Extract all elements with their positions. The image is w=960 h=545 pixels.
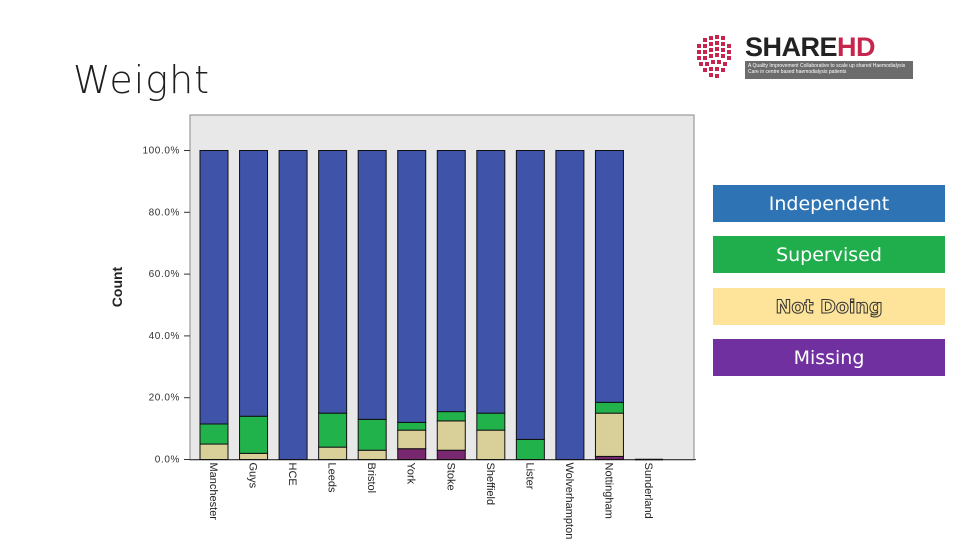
bar-segment (239, 452, 269, 461)
bar-segment (436, 420, 466, 451)
y-tick-label: 20.0% (149, 393, 180, 404)
bar-segment (476, 412, 506, 431)
bar-segment (318, 150, 348, 414)
bar-segment (278, 150, 308, 460)
y-tick-label: 60.0% (149, 269, 180, 280)
x-tick-label: Sunderland (642, 463, 654, 519)
logo-word-share: SHARE (745, 32, 838, 62)
sharehd-logo-mark-icon (697, 35, 731, 78)
x-tick-label: Nottingham (602, 463, 614, 519)
bar-segment (357, 449, 387, 461)
x-tick-label: Lister (523, 463, 535, 490)
chart-svg: 0.0% 20.0% 40.0% 60.0% 80.0% 100.0% Count Manch… (109, 114, 696, 540)
bar-segment (357, 150, 387, 420)
x-tick-label: HCE (286, 463, 298, 486)
bar-segment (199, 443, 229, 460)
x-tick-label: York (405, 463, 417, 485)
bar-segment (239, 415, 269, 454)
bar-segment (515, 438, 545, 461)
bar-segment (594, 150, 624, 403)
y-tick-label: 0.0% (155, 455, 180, 466)
x-tick-label: Manchester (207, 463, 219, 521)
y-tick-label: 80.0% (149, 207, 180, 218)
bar-segment (318, 446, 348, 461)
y-tick-label: 100.0% (142, 146, 180, 157)
legend-missing: Missing (713, 339, 945, 376)
logo-word-hd: HD (837, 32, 876, 62)
bar-segment (318, 412, 348, 448)
bar-segment (436, 150, 466, 413)
legend-not-doing: Not Doing (713, 288, 945, 325)
stacked-bar-chart: 0.0% 20.0% 40.0% 60.0% 80.0% 100.0% Count Manch… (100, 110, 700, 540)
bar-segment (199, 423, 229, 445)
legend-independent: Independent (713, 185, 945, 222)
bar-segment (357, 418, 387, 451)
bar-segment (397, 448, 427, 460)
bar-segment (397, 421, 427, 431)
bar-segment (594, 412, 624, 457)
x-tick-label: Sheffield (484, 463, 496, 506)
bar-segment (436, 449, 466, 461)
bar-segment (476, 429, 506, 460)
bar-segment (476, 150, 506, 414)
bar-segment (199, 150, 229, 425)
x-tick-label: Stoke (444, 463, 456, 491)
y-tick-label: 40.0% (149, 331, 180, 342)
x-tick-label: Bristol (365, 463, 377, 494)
bar-segment (239, 150, 269, 417)
bar-segment (397, 429, 427, 450)
x-tick-label: Leeds (326, 463, 338, 493)
bar-segment (555, 150, 585, 460)
bar-segment (397, 150, 427, 423)
legend-supervised: Supervised (713, 236, 945, 273)
bar-segment (436, 411, 466, 422)
x-tick-label: Guys (247, 463, 259, 489)
bar-segment (594, 401, 624, 414)
sharehd-logo: SHAREHD A Quality Improvement Collaborat… (693, 32, 918, 86)
logo-tagline: A Quality Improvement Collaborative to s… (745, 61, 913, 79)
x-tick-label: Wolverhampton (563, 463, 575, 540)
logo-wordmark: SHAREHD (745, 32, 876, 63)
y-axis-title: Count (109, 266, 125, 307)
bar-segment (515, 150, 545, 440)
slide-title: Weight (73, 58, 211, 102)
